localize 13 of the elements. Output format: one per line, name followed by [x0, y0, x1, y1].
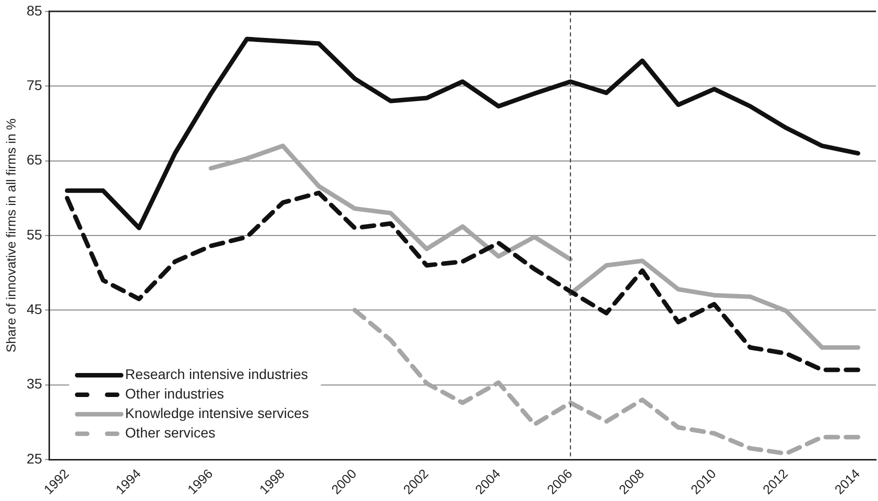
y-tick-label: 55 [26, 226, 42, 242]
y-tick-label: 85 [26, 2, 42, 18]
legend-label: Research intensive industries [125, 366, 308, 382]
y-tick-label: 35 [26, 376, 42, 392]
y-tick-label: 45 [26, 301, 42, 318]
y-tick-label: 65 [26, 152, 42, 168]
legend-label: Other services [125, 424, 216, 441]
y-tick-label: 75 [26, 76, 42, 93]
legend-label: Knowledge intensive services [125, 405, 309, 422]
legend-label: Other industries [125, 386, 224, 402]
y-tick-label: 25 [26, 450, 42, 466]
y-axis-title: Share of innovative firms in all firms in % [3, 118, 18, 353]
line-series [352, 308, 860, 456]
